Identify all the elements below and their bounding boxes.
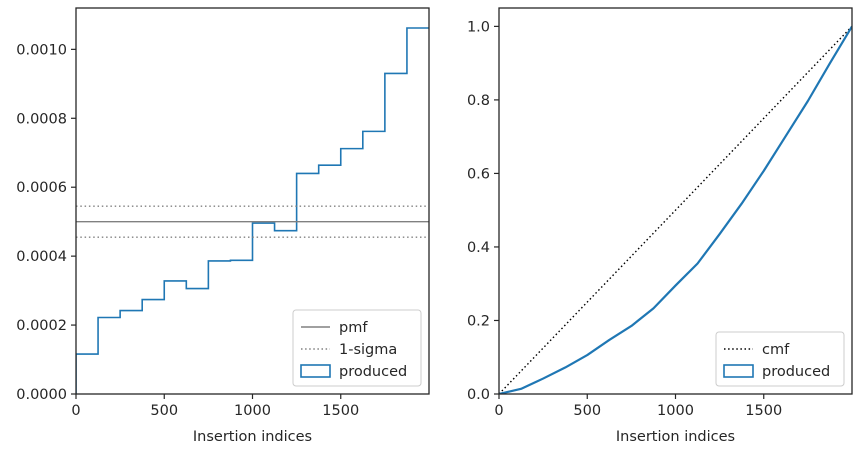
legend-label: produced [339, 364, 407, 380]
x-tick-label: 500 [150, 403, 178, 419]
x-tick-label: 0 [494, 403, 503, 419]
y-tick-label: 0.0002 [16, 318, 67, 334]
plot-area [76, 27, 429, 394]
axes-frame [75, 7, 430, 395]
y-tick-label: 0.0 [467, 387, 490, 403]
axes-frame [498, 7, 853, 395]
x-tick-label: 500 [573, 403, 601, 419]
legend-box [292, 309, 422, 387]
y-tick-label: 0.0006 [16, 180, 67, 196]
legend-label: cmf [762, 342, 790, 358]
cmf-line [499, 25, 852, 394]
x-tick-label: 1000 [657, 403, 694, 419]
legend-swatch-patch [723, 364, 754, 378]
legend-label: produced [762, 364, 830, 380]
legend-label: pmf [339, 320, 368, 336]
x-tick-label: 1500 [745, 403, 782, 419]
plot-area [499, 25, 852, 394]
produced-cumulative-line [499, 25, 852, 394]
chart-panel-2: 0 500 1000 1500 0.0 0.2 0.4 0.6 0.8 1.0 Insertion … [467, 7, 853, 445]
y-tick-label: 0.8 [467, 93, 490, 109]
y-tick-label: 0.0010 [16, 42, 67, 58]
x-tick-label: 0 [71, 403, 80, 419]
y-tick-label: 1.0 [467, 19, 490, 35]
y-tick-label: 0.4 [467, 240, 490, 256]
y-tick-label: 0.0008 [16, 111, 67, 127]
x-axis-label: Insertion indices [193, 429, 312, 445]
y-tick-label: 0.6 [467, 166, 490, 182]
legend-swatch-patch [300, 364, 331, 378]
chart-panel-1: 0 500 1000 1500 0.0000 0.0002 0.0004 0.0006 0.00… [16, 7, 430, 445]
legend: pmf 1-sigma produced [292, 309, 422, 387]
x-axis-label: Insertion indices [616, 429, 735, 445]
x-tick-label: 1500 [322, 403, 359, 419]
x-tick-label: 1000 [234, 403, 271, 419]
legend-label: 1-sigma [339, 342, 397, 358]
legend: cmf produced [715, 331, 845, 387]
produced-step-series [76, 27, 429, 394]
y-tick-label: 0.2 [467, 313, 490, 329]
legend-box [715, 331, 845, 387]
y-tick-label: 0.0000 [16, 387, 67, 403]
y-tick-label: 0.0004 [16, 249, 67, 265]
